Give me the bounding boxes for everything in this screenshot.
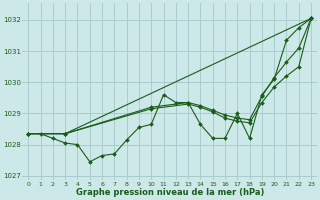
- X-axis label: Graphe pression niveau de la mer (hPa): Graphe pression niveau de la mer (hPa): [76, 188, 264, 197]
